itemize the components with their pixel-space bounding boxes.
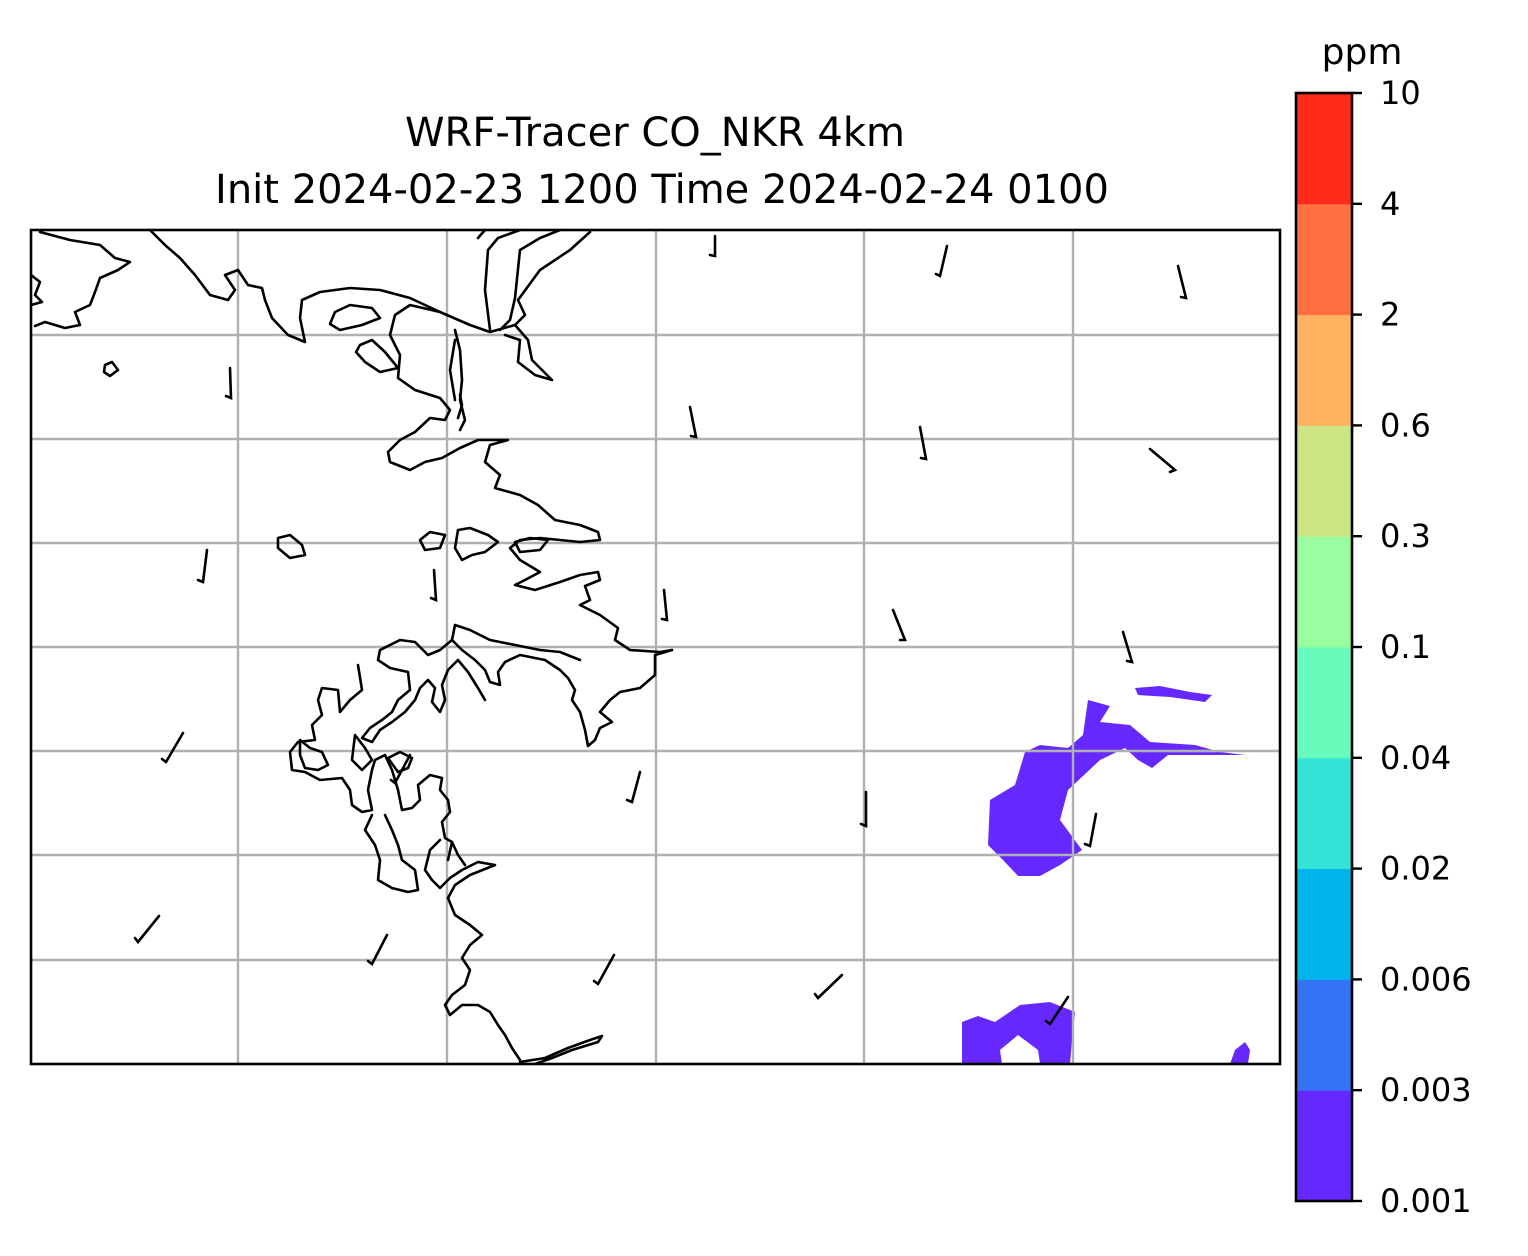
wind-barb (224, 366, 233, 400)
coastline-inner-bay (503, 323, 554, 382)
wind-barb (1083, 812, 1098, 848)
colorbar-segment (1296, 1090, 1352, 1202)
colorbar-segment (1296, 868, 1352, 980)
wind-barb (133, 914, 161, 945)
colorbar-tick-label: 10 (1380, 74, 1421, 112)
coastline-north-main (148, 230, 517, 344)
colorbar-tick-label: 2 (1380, 296, 1400, 334)
colorbar-tick-label: 4 (1380, 185, 1400, 223)
wind-barb (1148, 447, 1178, 474)
chart-title: WRF-Tracer CO_NKR 4km (405, 110, 905, 156)
wind-barb (389, 753, 412, 785)
colorbar-segments (1296, 93, 1352, 1202)
coastline-south-spit (518, 1034, 604, 1064)
colorbar: ppm 0.001 0.003 0.006 0.02 0.04 0.1 0.3 0.6 2 4 10 (1294, 32, 1472, 1220)
coastlines (31, 230, 674, 1064)
colorbar-segment (1296, 536, 1352, 648)
wind-barb (625, 770, 642, 804)
colorbar-tick-label: 0.003 (1380, 1071, 1472, 1109)
colorbar-tick-label: 0.04 (1380, 739, 1451, 777)
wind-barb (918, 425, 928, 461)
coastline-southwest-inner (298, 733, 414, 774)
colorbar-segment (1296, 757, 1352, 870)
wind-barb (1176, 264, 1188, 300)
coastline-spine (448, 328, 467, 432)
coastline-inlet-loop (328, 303, 382, 332)
wind-barb (688, 405, 698, 439)
coastline-islands-mid (276, 526, 550, 562)
tracer-area-northeast (1135, 686, 1212, 702)
wind-barb (196, 548, 209, 584)
coastline-northwest (31, 230, 132, 330)
coastline-south-channel (363, 813, 522, 1062)
map-gridlines (31, 230, 1280, 1064)
coastline-peninsula-central (386, 303, 674, 748)
coastline-island-small-west (102, 360, 120, 378)
wind-barb (891, 608, 907, 642)
colorbar-tick-label: 0.6 (1380, 406, 1431, 444)
colorbar-ticks: 0.001 0.003 0.006 0.02 0.04 0.1 0.3 0.6 2 4 10 (1352, 74, 1472, 1220)
map-panel (29, 228, 1282, 1066)
tracer-area-south (962, 1002, 1075, 1064)
coastline-inlet-west-upper (354, 338, 400, 374)
tracer-contours (962, 686, 1250, 1064)
colorbar-segment (1296, 203, 1352, 316)
wind-barb (934, 244, 949, 278)
wind-barb (160, 731, 185, 764)
wind-barb (366, 933, 389, 966)
wind-barb (813, 973, 844, 1000)
colorbar-tick-label: 0.1 (1380, 628, 1431, 666)
wind-barb (1044, 995, 1070, 1026)
wind-barb (429, 568, 438, 602)
map-frame (29, 228, 1282, 1066)
wind-barb (592, 953, 616, 986)
wind-barb (660, 588, 669, 622)
colorbar-tick-label: 0.3 (1380, 517, 1431, 555)
colorbar-tick-label: 0.006 (1380, 960, 1472, 998)
wind-barbs (133, 234, 1188, 1026)
wind-barb (1121, 630, 1134, 664)
tracer-area-east (988, 700, 1245, 876)
colorbar-tick-label: 0.001 (1380, 1182, 1472, 1220)
coastline-southwest-fjords (288, 638, 487, 862)
wind-barb (859, 790, 868, 828)
colorbar-segment (1296, 647, 1352, 759)
colorbar-segment (1296, 93, 1352, 205)
colorbar-segment (1296, 979, 1352, 1091)
chart-subtitle: Init 2024-02-23 1200 Time 2024-02-24 010… (215, 167, 1109, 213)
colorbar-segment (1296, 314, 1352, 426)
colorbar-segment (1296, 425, 1352, 537)
colorbar-unit-label: ppm (1322, 32, 1403, 73)
colorbar-tick-label: 0.02 (1380, 850, 1451, 888)
wind-barb (708, 234, 717, 258)
coastline-river-upper (456, 393, 464, 420)
tracer-area-southeast (1230, 1042, 1250, 1064)
coastline-river-channel (476, 230, 592, 332)
